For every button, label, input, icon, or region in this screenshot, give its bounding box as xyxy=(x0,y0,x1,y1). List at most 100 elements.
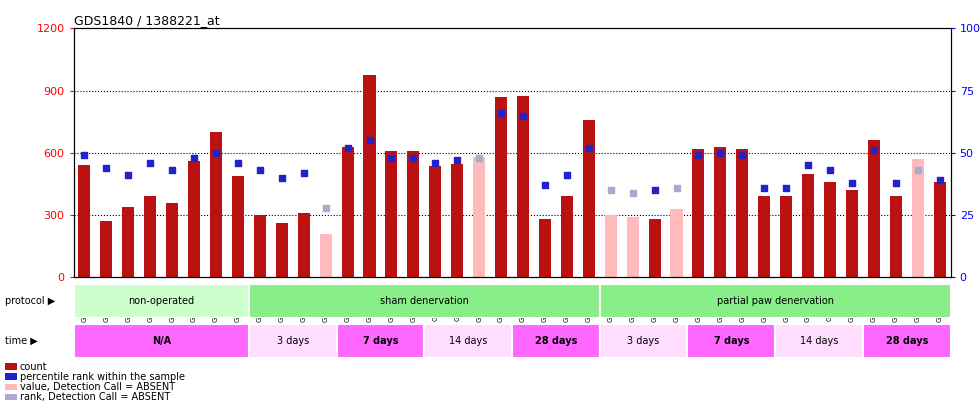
Bar xyxy=(670,209,682,277)
Point xyxy=(493,110,509,116)
Bar xyxy=(188,161,200,277)
Bar xyxy=(824,182,836,277)
Text: 7 days: 7 days xyxy=(713,336,749,346)
Point xyxy=(932,177,948,183)
Text: 28 days: 28 days xyxy=(535,336,577,346)
Point xyxy=(76,152,92,159)
Text: time ▶: time ▶ xyxy=(5,336,37,346)
Text: 3 days: 3 days xyxy=(627,336,660,346)
Point xyxy=(778,185,794,191)
Point xyxy=(274,175,290,181)
Bar xyxy=(254,215,266,277)
Bar xyxy=(364,75,375,277)
Bar xyxy=(605,215,616,277)
Text: 14 days: 14 days xyxy=(449,336,487,346)
Bar xyxy=(298,213,310,277)
Bar xyxy=(513,324,600,358)
Text: percentile rank within the sample: percentile rank within the sample xyxy=(20,372,184,382)
Bar xyxy=(319,234,331,277)
Bar xyxy=(451,164,464,277)
Bar xyxy=(561,196,573,277)
Point xyxy=(362,137,377,144)
Text: rank, Detection Call = ABSENT: rank, Detection Call = ABSENT xyxy=(20,392,170,402)
Text: sham denervation: sham denervation xyxy=(380,296,468,306)
Point xyxy=(647,187,662,194)
Point xyxy=(383,155,399,161)
Bar xyxy=(385,151,398,277)
Point xyxy=(450,157,465,164)
Point xyxy=(603,187,618,194)
Bar xyxy=(144,196,156,277)
Bar xyxy=(693,149,705,277)
Bar xyxy=(890,196,902,277)
Bar xyxy=(424,324,512,358)
Point xyxy=(866,147,882,153)
Point xyxy=(888,179,904,186)
Bar xyxy=(275,224,288,277)
Point xyxy=(668,185,684,191)
Point xyxy=(712,149,728,156)
Point xyxy=(515,112,531,119)
Bar xyxy=(429,166,441,277)
Bar xyxy=(249,284,600,318)
Point xyxy=(625,190,641,196)
Point xyxy=(340,145,356,151)
Bar xyxy=(74,324,249,358)
Text: value, Detection Call = ABSENT: value, Detection Call = ABSENT xyxy=(20,382,174,392)
Bar xyxy=(78,165,90,277)
Point xyxy=(801,162,816,168)
Bar xyxy=(408,151,419,277)
Text: 28 days: 28 days xyxy=(886,336,928,346)
Point xyxy=(581,145,597,151)
Text: 14 days: 14 days xyxy=(800,336,838,346)
Bar xyxy=(868,141,880,277)
Bar xyxy=(539,220,551,277)
Bar xyxy=(495,97,507,277)
Point xyxy=(734,152,750,159)
Point xyxy=(296,170,312,176)
Bar xyxy=(210,132,222,277)
Point xyxy=(121,172,136,179)
Bar xyxy=(863,324,951,358)
Point xyxy=(406,155,421,161)
Bar xyxy=(688,324,775,358)
Point xyxy=(909,167,925,174)
Point xyxy=(822,167,838,174)
Bar xyxy=(167,202,178,277)
Bar xyxy=(846,190,858,277)
Point xyxy=(844,179,859,186)
Point xyxy=(186,155,202,161)
Bar xyxy=(775,324,863,358)
Point xyxy=(165,167,180,174)
Bar xyxy=(249,324,337,358)
Text: 7 days: 7 days xyxy=(363,336,398,346)
Bar xyxy=(736,149,749,277)
Point xyxy=(318,205,333,211)
Bar xyxy=(600,324,688,358)
Point xyxy=(252,167,268,174)
Bar xyxy=(74,284,249,318)
Bar xyxy=(583,120,595,277)
Point xyxy=(757,185,772,191)
Text: non-operated: non-operated xyxy=(128,296,194,306)
Bar xyxy=(780,196,792,277)
Text: GDS1840 / 1388221_at: GDS1840 / 1388221_at xyxy=(74,14,220,27)
Bar xyxy=(337,324,424,358)
Point xyxy=(691,152,707,159)
Bar xyxy=(911,159,924,277)
Bar xyxy=(473,157,485,277)
Bar xyxy=(649,220,661,277)
Bar xyxy=(600,284,951,318)
Bar xyxy=(626,217,639,277)
Bar xyxy=(517,96,529,277)
Text: N/A: N/A xyxy=(152,336,171,346)
Bar xyxy=(232,176,244,277)
Point xyxy=(230,160,246,166)
Point xyxy=(427,160,443,166)
Bar xyxy=(934,182,946,277)
Bar xyxy=(759,196,770,277)
Point xyxy=(208,149,223,156)
Bar xyxy=(100,222,113,277)
Point xyxy=(142,160,158,166)
Point xyxy=(537,182,553,188)
